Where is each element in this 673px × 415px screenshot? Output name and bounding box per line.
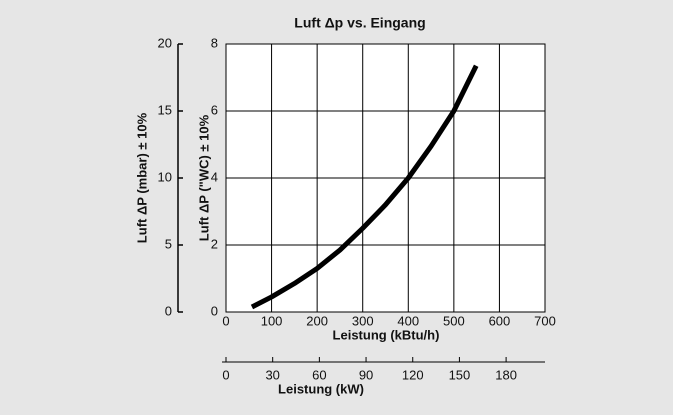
y-tick-label: 0 bbox=[211, 303, 218, 318]
x-tick-label: 100 bbox=[261, 313, 283, 328]
x-tick-label: 500 bbox=[443, 313, 465, 328]
x2-tick-label: 30 bbox=[265, 367, 279, 382]
x2-tick-label: 90 bbox=[359, 367, 373, 382]
x-tick-label: 400 bbox=[397, 313, 419, 328]
y2-tick-label: 20 bbox=[158, 35, 172, 50]
y2-tick-label: 5 bbox=[165, 236, 172, 251]
y2-tick-label: 0 bbox=[165, 303, 172, 318]
y-tick-label: 8 bbox=[211, 35, 218, 50]
x2-tick-label: 120 bbox=[402, 367, 424, 382]
x-tick-label: 600 bbox=[489, 313, 511, 328]
x2-tick-label: 60 bbox=[312, 367, 326, 382]
x2-axis-label: Leistung (kW) bbox=[278, 381, 364, 396]
y2-tick-label: 15 bbox=[158, 102, 172, 117]
y-tick-label: 6 bbox=[211, 102, 218, 117]
x-tick-label: 300 bbox=[352, 313, 374, 328]
x2-tick-label: 0 bbox=[222, 367, 229, 382]
chart-title: Luft Δp vs. Eingang bbox=[294, 15, 425, 31]
x-axis-label: Leistung (kBtu/h) bbox=[333, 327, 440, 342]
data-line bbox=[250, 64, 479, 310]
y-tick-label: 2 bbox=[211, 236, 218, 251]
x2-tick-label: 150 bbox=[449, 367, 471, 382]
x2-tick-label: 180 bbox=[495, 367, 517, 382]
x-tick-label: 200 bbox=[306, 313, 328, 328]
y2-tick-label: 10 bbox=[158, 169, 172, 184]
y-axis-label: Luft ΔP ("WC) ± 10% bbox=[196, 114, 211, 241]
x-tick-label: 700 bbox=[534, 313, 556, 328]
y2-axis-label: Luft ΔP (mbar) ± 10% bbox=[134, 112, 149, 243]
y-tick-label: 4 bbox=[211, 169, 218, 184]
x-tick-label: 0 bbox=[222, 313, 229, 328]
